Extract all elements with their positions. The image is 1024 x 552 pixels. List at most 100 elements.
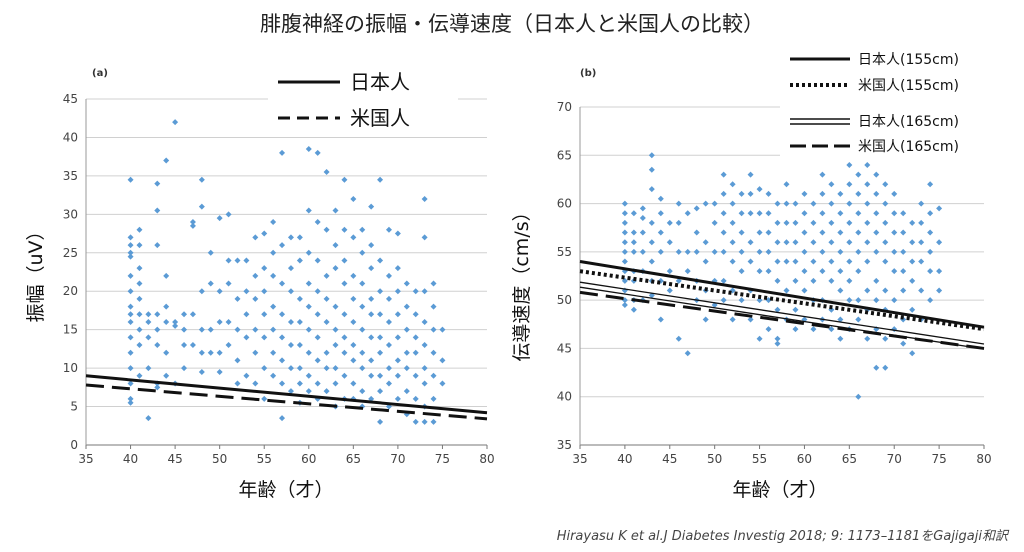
panel-b-data-point	[648, 152, 655, 159]
panel-b-data-point	[918, 239, 925, 246]
panel-a-data-point	[279, 380, 286, 387]
panel-b-data-point	[621, 239, 628, 246]
panel-a-data-point	[305, 145, 312, 152]
panel-a-data-point	[430, 418, 437, 425]
panel-a-data-point	[252, 295, 259, 302]
panel-a-data-point	[287, 265, 294, 272]
panel-b-data-point	[666, 287, 673, 294]
panel-a-legend: 日本人 米国人	[278, 70, 410, 130]
panel-a-data-point	[270, 219, 277, 226]
panel-a-data-point	[243, 288, 250, 295]
panel-b-data-point	[792, 219, 799, 226]
panel-b-data-point	[774, 306, 781, 313]
panel-a-data-point	[287, 288, 294, 295]
panel-a-data-point	[385, 380, 392, 387]
panel-b-data-point	[819, 210, 826, 217]
panel-b-data-point	[693, 229, 700, 236]
panel-a-data-point	[198, 288, 205, 295]
panel-a-data-point	[403, 303, 410, 310]
panel-b-data-point	[720, 190, 727, 197]
panel-a-data-point	[332, 326, 339, 333]
panel-a-data-point	[225, 318, 232, 325]
panel-b-regression-lines	[579, 260, 985, 350]
panel-a-data-point	[305, 349, 312, 356]
panel-b-data-point	[729, 316, 736, 323]
panel-a-data-point	[412, 334, 419, 341]
panel-a-data-point	[127, 249, 134, 256]
panel-a-data-point	[261, 334, 268, 341]
panel-a-y-tick-label: 45	[63, 92, 78, 106]
panel-b-data-point	[864, 335, 871, 342]
panel-a-data-point	[261, 230, 268, 237]
panel-a-data-point	[225, 211, 232, 218]
panel-b-line-1	[579, 269, 985, 332]
panel-b-data-point	[666, 268, 673, 275]
panel-b-data-point	[675, 219, 682, 226]
panel-a-data-point	[359, 249, 366, 256]
panel-a-data-point	[189, 342, 196, 349]
panel-b-data-point	[747, 190, 754, 197]
panel-a-x-tick-label: 70	[390, 452, 405, 466]
panel-a-data-point	[305, 280, 312, 287]
panel-a-data-point	[279, 311, 286, 318]
panel-b-data-point	[927, 181, 934, 188]
panel-a-data-point	[403, 280, 410, 287]
panel-a-x-tick-label: 60	[301, 452, 316, 466]
panel-a-data-point	[287, 234, 294, 241]
panel-a-data-point	[341, 176, 348, 183]
panel-a-y-tick-label: 15	[63, 323, 78, 337]
panel-b-data-point	[882, 200, 889, 207]
panel-a-data-point	[261, 365, 268, 372]
panel-b-data-point	[864, 200, 871, 207]
panel-b-y-axis-title: 伝導速度（cm/s）	[511, 202, 533, 361]
panel-b-data-point	[855, 297, 862, 304]
panel-a-data-point	[154, 311, 161, 318]
panel-b-data-point	[657, 210, 664, 217]
panel-b-data-point	[936, 287, 943, 294]
panel-a-data-point	[234, 380, 241, 387]
panel-a-data-point	[127, 318, 134, 325]
panel-b-data-point	[801, 248, 808, 255]
panel-a-data-point	[198, 326, 205, 333]
panel-a-x-tick-label: 55	[257, 452, 272, 466]
legend-label-japanese-165: 日本人(165cm)	[858, 114, 959, 130]
panel-b-data-point	[855, 171, 862, 178]
panel-b-data-point	[720, 229, 727, 236]
panel-b-line-2-upper	[579, 281, 985, 345]
panel-b-data-point	[729, 181, 736, 188]
panel-a-data-point	[261, 265, 268, 272]
panel-a-data-point	[127, 334, 134, 341]
panel-a-data-point	[430, 326, 437, 333]
panel-a-data-point	[394, 288, 401, 295]
panel-a-data-point	[252, 349, 259, 356]
panel-a-data-point	[323, 295, 330, 302]
panel-b-data-point	[801, 287, 808, 294]
panel-b-data-point	[783, 239, 790, 246]
panel-a-data-point	[332, 365, 339, 372]
panel-b-data-point	[675, 248, 682, 255]
panel-b-data-point	[882, 335, 889, 342]
panel-b-data-point	[720, 277, 727, 284]
panel-b-label: (b)	[580, 68, 596, 79]
panel-a-data-point	[421, 365, 428, 372]
panel-b-data-point	[891, 268, 898, 275]
panel-a-data-point	[216, 288, 223, 295]
legend-label-american-155: 米国人(155cm)	[858, 78, 959, 94]
panel-b-data-point	[909, 306, 916, 313]
panel-a-data-point	[145, 365, 152, 372]
panel-a-data-point	[136, 226, 143, 233]
panel-a-data-point	[314, 219, 321, 226]
panel-a-data-point	[145, 415, 152, 422]
panel-b-y-tick-label: 40	[557, 390, 572, 404]
panel-a-data-point	[163, 272, 170, 279]
panel-a-data-point	[350, 318, 357, 325]
panel-b-data-point	[846, 200, 853, 207]
panel-a-y-tick-label: 5	[70, 400, 78, 414]
panel-b-data-point	[747, 258, 754, 265]
panel-a-data-point	[368, 395, 375, 402]
panel-b-data-point	[810, 200, 817, 207]
panel-b-data-point	[909, 277, 916, 284]
panel-a-data-point	[341, 334, 348, 341]
panel-b-data-point	[720, 210, 727, 217]
panel-a-data-point	[127, 311, 134, 318]
